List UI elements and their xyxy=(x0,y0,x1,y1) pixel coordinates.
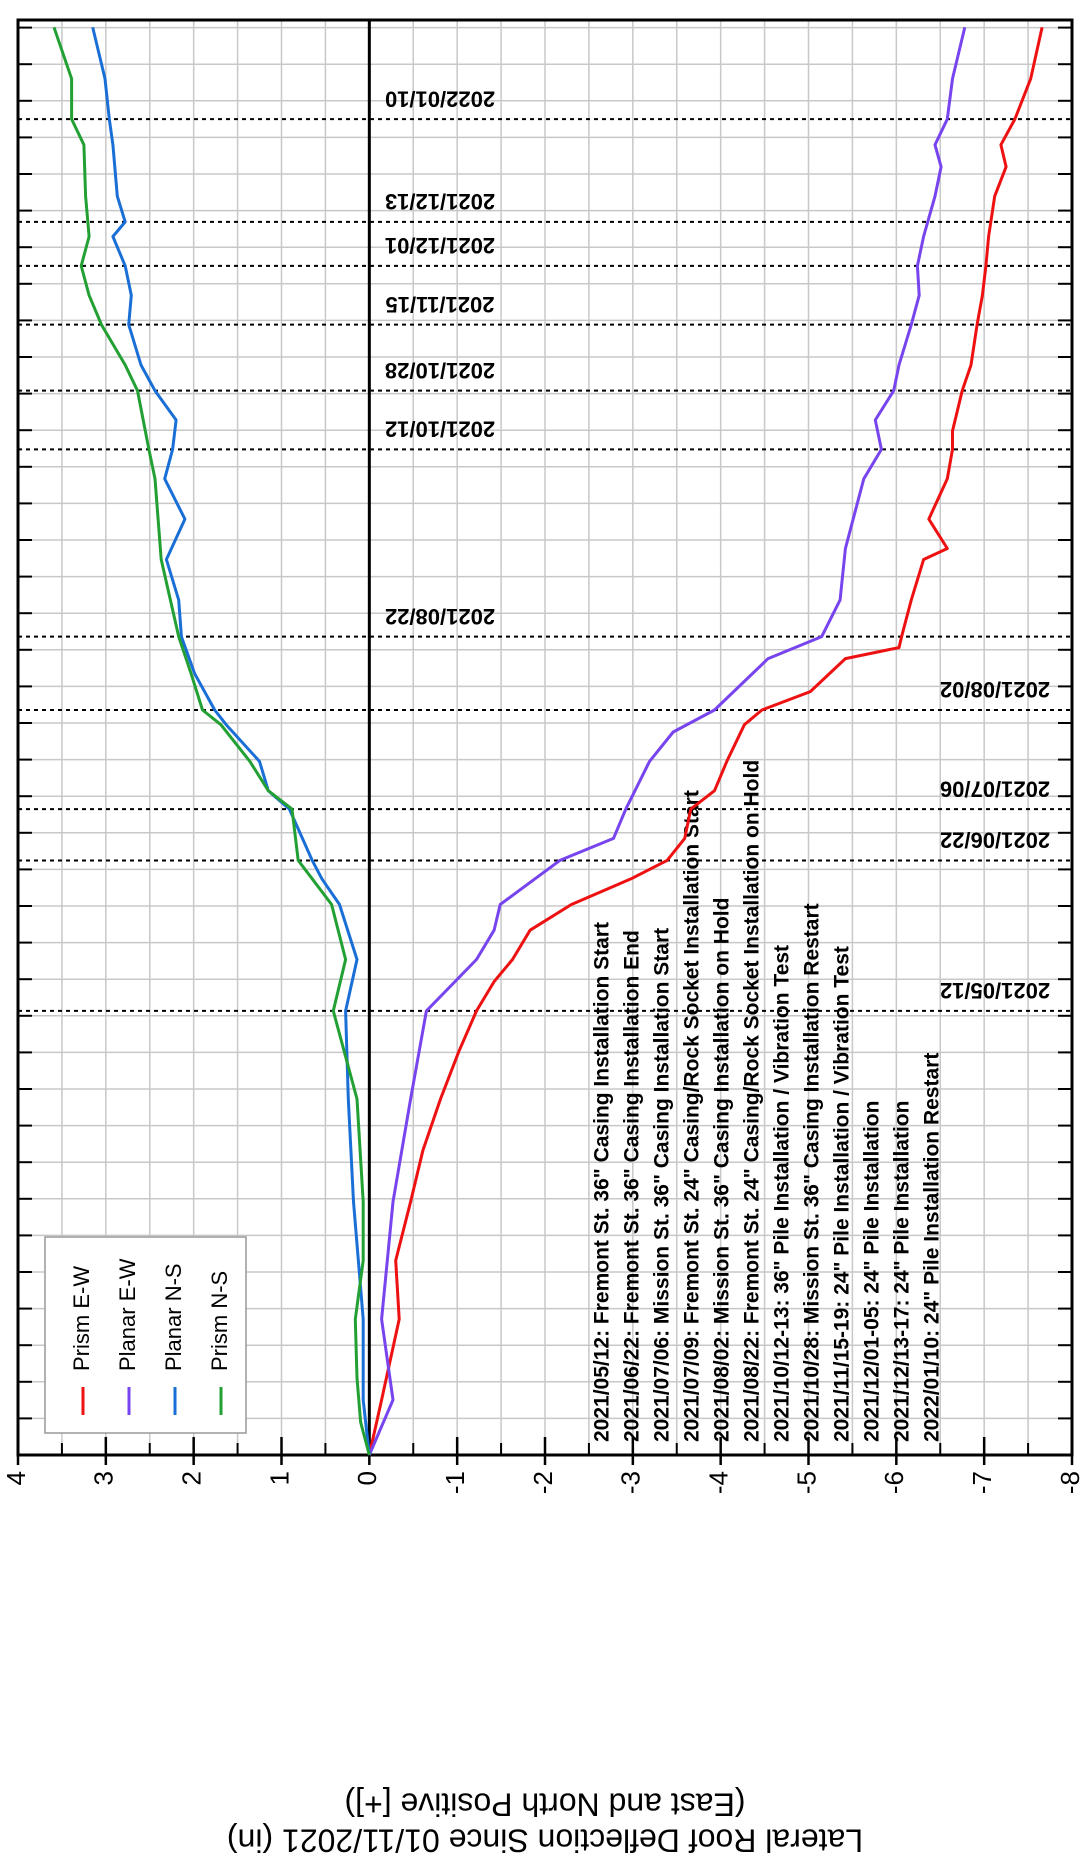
event-label: 2021/08/22 xyxy=(385,604,495,629)
annotation: 2021/08/22: Fremont St. 24" Casing/Rock … xyxy=(741,760,764,1442)
event-label: 2021/12/13 xyxy=(385,189,495,214)
y-axis-title: Lateral Roof Deflection Since 01/11/2021… xyxy=(227,1823,863,1859)
y-tick-label: 3 xyxy=(89,1471,119,1485)
annotation: 2021/12/01-05: 24" Pile Installation xyxy=(861,1101,884,1442)
y-tick-label: 1 xyxy=(264,1471,294,1485)
legend-label: Prism E-W xyxy=(69,1266,94,1371)
annotation: 2021/10/12-13: 36" Pile Installation / V… xyxy=(771,945,794,1442)
annotation: 2021/12/13-17: 24" Pile Installation xyxy=(891,1101,914,1442)
plot-frame xyxy=(16,18,1074,1457)
event-label: 2021/10/12 xyxy=(385,417,495,442)
event-label: 2021/10/28 xyxy=(385,358,495,383)
y-tick-label: -7 xyxy=(967,1471,997,1494)
y-tick-label: -4 xyxy=(704,1471,734,1494)
annotation: 2021/08/02: Mission St. 36" Casing Insta… xyxy=(711,898,734,1442)
event-label: 2022/01/10 xyxy=(385,86,495,111)
annotation: 2021/07/09: Fremont St. 24" Casing/Rock … xyxy=(681,790,704,1442)
event-label: 2021/12/01 xyxy=(385,233,495,258)
rotated-plot: -8 -7 -6 -5 -4 -3 -2 -1 0 1 2 3 4 2021/05/12 2021/06/2… xyxy=(1,18,1083,1859)
event-label: 2021/07/06 xyxy=(940,776,1050,801)
legend-box xyxy=(44,1236,247,1434)
event-label: 2021/06/22 xyxy=(940,828,1050,853)
event-label: 2021/11/15 xyxy=(386,292,495,317)
annotation: 2022/01/10: 24" Pile Installation Restar… xyxy=(921,1053,944,1442)
data-line xyxy=(367,26,967,1456)
y-tick-label: -3 xyxy=(616,1471,646,1494)
y-tick-label: -5 xyxy=(791,1471,821,1494)
y-tick-label: -2 xyxy=(528,1471,558,1494)
y-tick-label: 0 xyxy=(352,1471,382,1485)
data-line xyxy=(367,26,1044,1456)
y-tick-label: -6 xyxy=(879,1471,909,1494)
y-axis-subtitle: (East and North Positive [+]) xyxy=(344,1787,745,1823)
y-tick-label: -1 xyxy=(440,1471,470,1494)
legend-label: Planar E-W xyxy=(115,1258,140,1371)
y-tick-label: -8 xyxy=(1055,1471,1083,1494)
event-label: 2021/05/12 xyxy=(940,978,1050,1003)
data-line xyxy=(91,26,371,1456)
annotation: 2021/11/15-19: 24" Pile Installation / V… xyxy=(831,946,854,1442)
annotation: 2021/06/22: Fremont St. 36" Casing Insta… xyxy=(621,930,644,1442)
annotation: 2021/10/28: Mission St. 36" Casing Insta… xyxy=(801,903,824,1442)
event-label: 2021/08/02 xyxy=(940,677,1050,702)
legend-label: Prism N-S xyxy=(207,1271,232,1371)
y-tick-label: 4 xyxy=(1,1471,31,1485)
annotation: 2021/07/06: Mission St. 36" Casing Insta… xyxy=(651,928,674,1442)
annotation: 2021/05/12: Fremont St. 36" Casing Insta… xyxy=(591,922,614,1442)
y-tick-label: 2 xyxy=(177,1471,207,1485)
legend-label: Planar N-S xyxy=(161,1263,186,1371)
data-line xyxy=(52,26,371,1456)
